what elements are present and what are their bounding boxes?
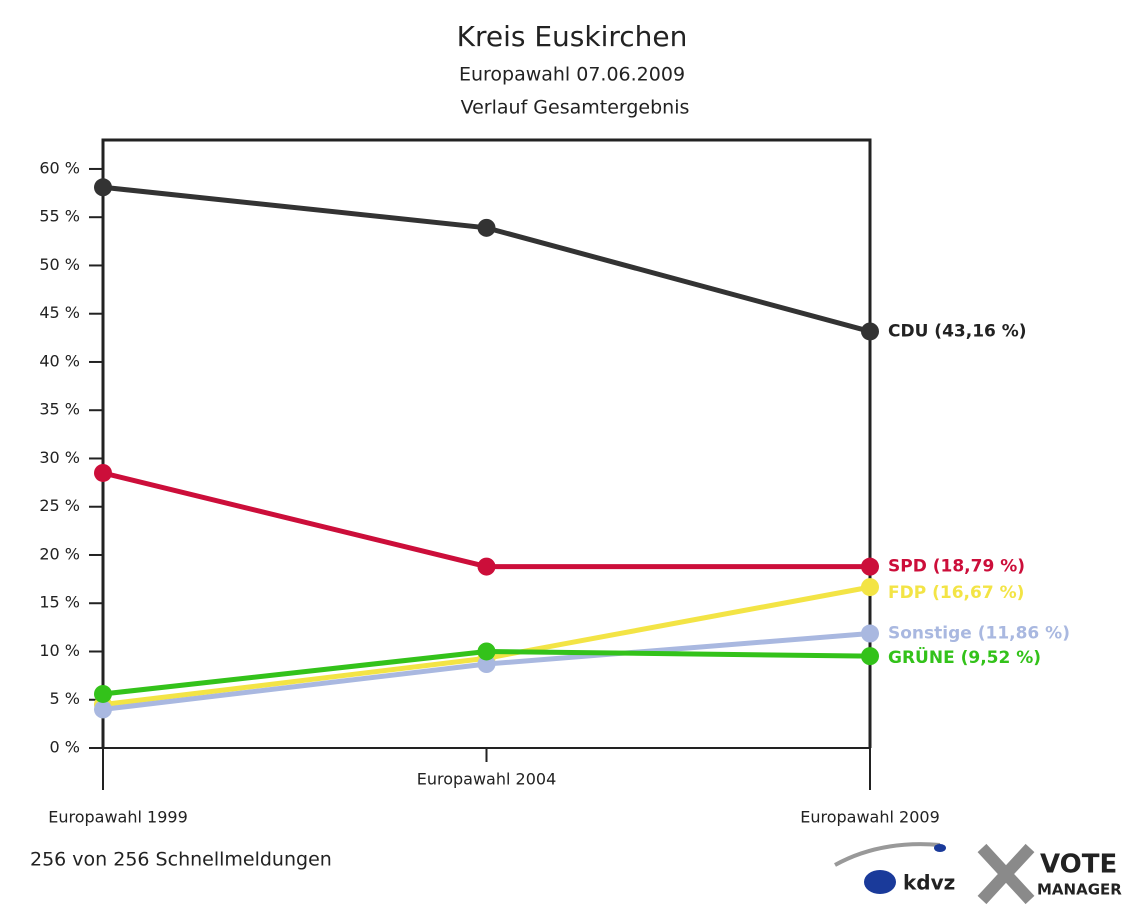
logo-text: VOTE — [1040, 850, 1117, 880]
data-point — [477, 642, 496, 661]
y-tick-label: 15 % — [39, 593, 80, 612]
end-label: SPD (18,79 %) — [888, 557, 1025, 577]
data-point — [477, 655, 496, 674]
footer-note: 256 von 256 Schnellmeldungen — [30, 849, 332, 871]
data-point — [861, 624, 879, 643]
y-tick-label: 45 % — [39, 303, 80, 322]
logo-cross — [977, 843, 1035, 905]
y-tick-label: 40 % — [39, 351, 80, 370]
data-point — [861, 557, 879, 576]
logo-swoosh — [834, 842, 941, 867]
data-point — [477, 218, 496, 237]
data-point — [94, 463, 112, 482]
end-label: FDP (16,67 %) — [888, 583, 1024, 603]
logo-text: MANAGER — [1037, 881, 1122, 899]
end-label: CDU (43,16 %) — [888, 321, 1027, 341]
end-label: Sonstige (11,86 %) — [888, 624, 1070, 644]
data-point — [861, 647, 879, 666]
y-tick-label: 30 % — [39, 448, 80, 467]
chart-title: Kreis Euskirchen — [457, 20, 688, 53]
data-point — [94, 684, 112, 703]
data-point — [861, 322, 879, 341]
chart-subtitle: Verlauf Gesamtergebnis — [461, 97, 690, 119]
logo-ball — [864, 870, 896, 894]
plot-frame — [101, 138, 872, 748]
x-tick-label: Europawahl 2004 — [417, 770, 557, 789]
logo: kdvz VOTE MANAGER — [834, 842, 1122, 905]
data-point — [94, 178, 112, 197]
y-tick-label: 20 % — [39, 544, 80, 563]
logo-dot — [934, 844, 946, 852]
data-point — [477, 557, 496, 576]
logo-text: kdvz — [903, 871, 955, 895]
end-label: GRÜNE (9,52 %) — [888, 646, 1041, 668]
data-point — [94, 700, 112, 719]
y-tick-label: 35 % — [39, 400, 80, 419]
y-tick-label: 10 % — [39, 641, 80, 660]
y-tick-label: 50 % — [39, 255, 80, 274]
x-tick-label: Europawahl 1999 — [48, 808, 188, 827]
y-tick-label: 60 % — [39, 158, 80, 177]
data-point — [861, 578, 879, 597]
y-tick-label: 5 % — [50, 689, 80, 708]
y-tick-label: 55 % — [39, 207, 80, 226]
y-tick-label: 25 % — [39, 496, 80, 515]
chart-subtitle: Europawahl 07.06.2009 — [459, 64, 685, 86]
x-tick-label: Europawahl 2009 — [800, 808, 940, 827]
y-tick-label: 0 % — [50, 738, 80, 757]
